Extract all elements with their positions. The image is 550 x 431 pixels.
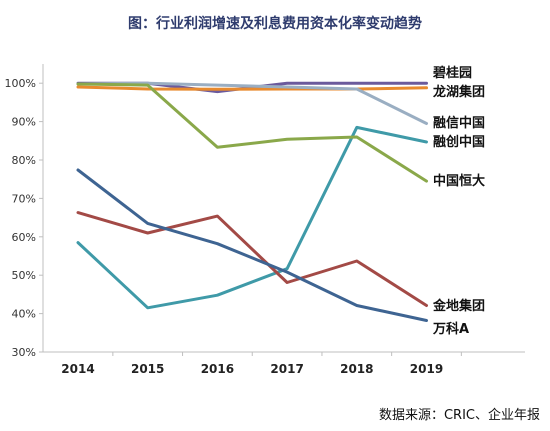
y-tick-label: 40% [12,308,36,321]
series-label: 万科A [432,321,469,337]
y-tick-label: 70% [12,192,36,205]
chart-title: 图：行业利润增速及利息费用资本化率变动趋势 [128,16,422,32]
series-line [76,81,428,125]
series-label: 中国恒大 [433,173,485,189]
x-tick-label: 2015 [131,362,164,376]
x-tick-label: 2019 [410,362,443,376]
series-label: 融创中国 [433,134,485,150]
series-label: 碧桂园 [432,65,472,81]
series-line [76,125,428,310]
x-tick-label: 2017 [270,362,303,376]
y-tick-label: 60% [12,231,36,244]
x-tick-label: 2014 [61,362,94,376]
series-line [76,82,428,183]
source-note: 数据来源：CRIC、企业年报 [378,408,540,423]
series-label: 融信中国 [433,115,485,131]
series-line [76,85,428,91]
series-label: 龙湖集团 [433,84,485,100]
y-tick-label: 80% [12,154,36,167]
y-tick-label: 100% [5,77,36,90]
y-tick-label: 50% [12,269,36,282]
x-tick-label: 2018 [340,362,373,376]
series-label: 金地集团 [432,298,485,314]
y-tick-label: 30% [12,346,36,359]
series-line [76,211,428,307]
x-tick-label: 2016 [201,362,234,376]
series-line [76,168,428,322]
y-tick-label: 90% [12,116,36,129]
